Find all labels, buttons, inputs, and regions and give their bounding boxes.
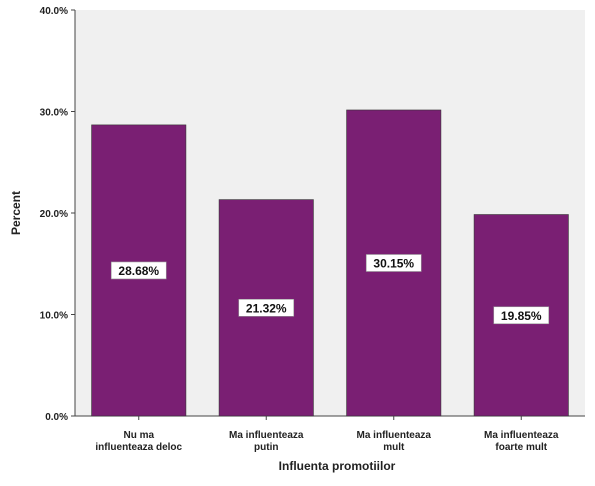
- data-label: 21.32%: [246, 301, 287, 315]
- y-tick-label: 10.0%: [40, 311, 68, 322]
- x-category-label: putin: [254, 442, 278, 453]
- y-axis-title: Percent: [9, 191, 23, 235]
- data-label-box: [238, 299, 295, 317]
- x-category-label: Ma influenteaza: [229, 430, 304, 441]
- y-axis-ticks: 0.0% 10.0% 20.0% 30.0% 40.0%: [40, 6, 75, 423]
- x-category-label: Nu ma: [123, 430, 154, 441]
- y-tick-label: 20.0%: [40, 209, 68, 220]
- x-category-label: Ma influenteaza: [484, 430, 559, 441]
- x-category-label: foarte mult: [495, 442, 547, 453]
- x-category-label: mult: [383, 442, 405, 453]
- data-label-box: [365, 254, 422, 272]
- data-label-box: [493, 306, 550, 325]
- y-tick-label: 40.0%: [40, 6, 68, 17]
- data-labels-group: 28.68% 21.32% 30.15% 19.85%: [110, 254, 550, 325]
- x-axis-title: Influenta promotiilor: [279, 459, 396, 473]
- x-category-label: influenteaza deloc: [95, 442, 182, 453]
- data-label: 28.68%: [118, 264, 159, 278]
- data-label: 19.85%: [501, 309, 542, 323]
- data-label: 30.15%: [373, 256, 414, 270]
- data-label-box: [110, 261, 167, 280]
- y-tick-label: 0.0%: [45, 412, 68, 423]
- y-tick-label: 30.0%: [40, 108, 68, 119]
- x-category-label: Ma influenteaza: [357, 430, 432, 441]
